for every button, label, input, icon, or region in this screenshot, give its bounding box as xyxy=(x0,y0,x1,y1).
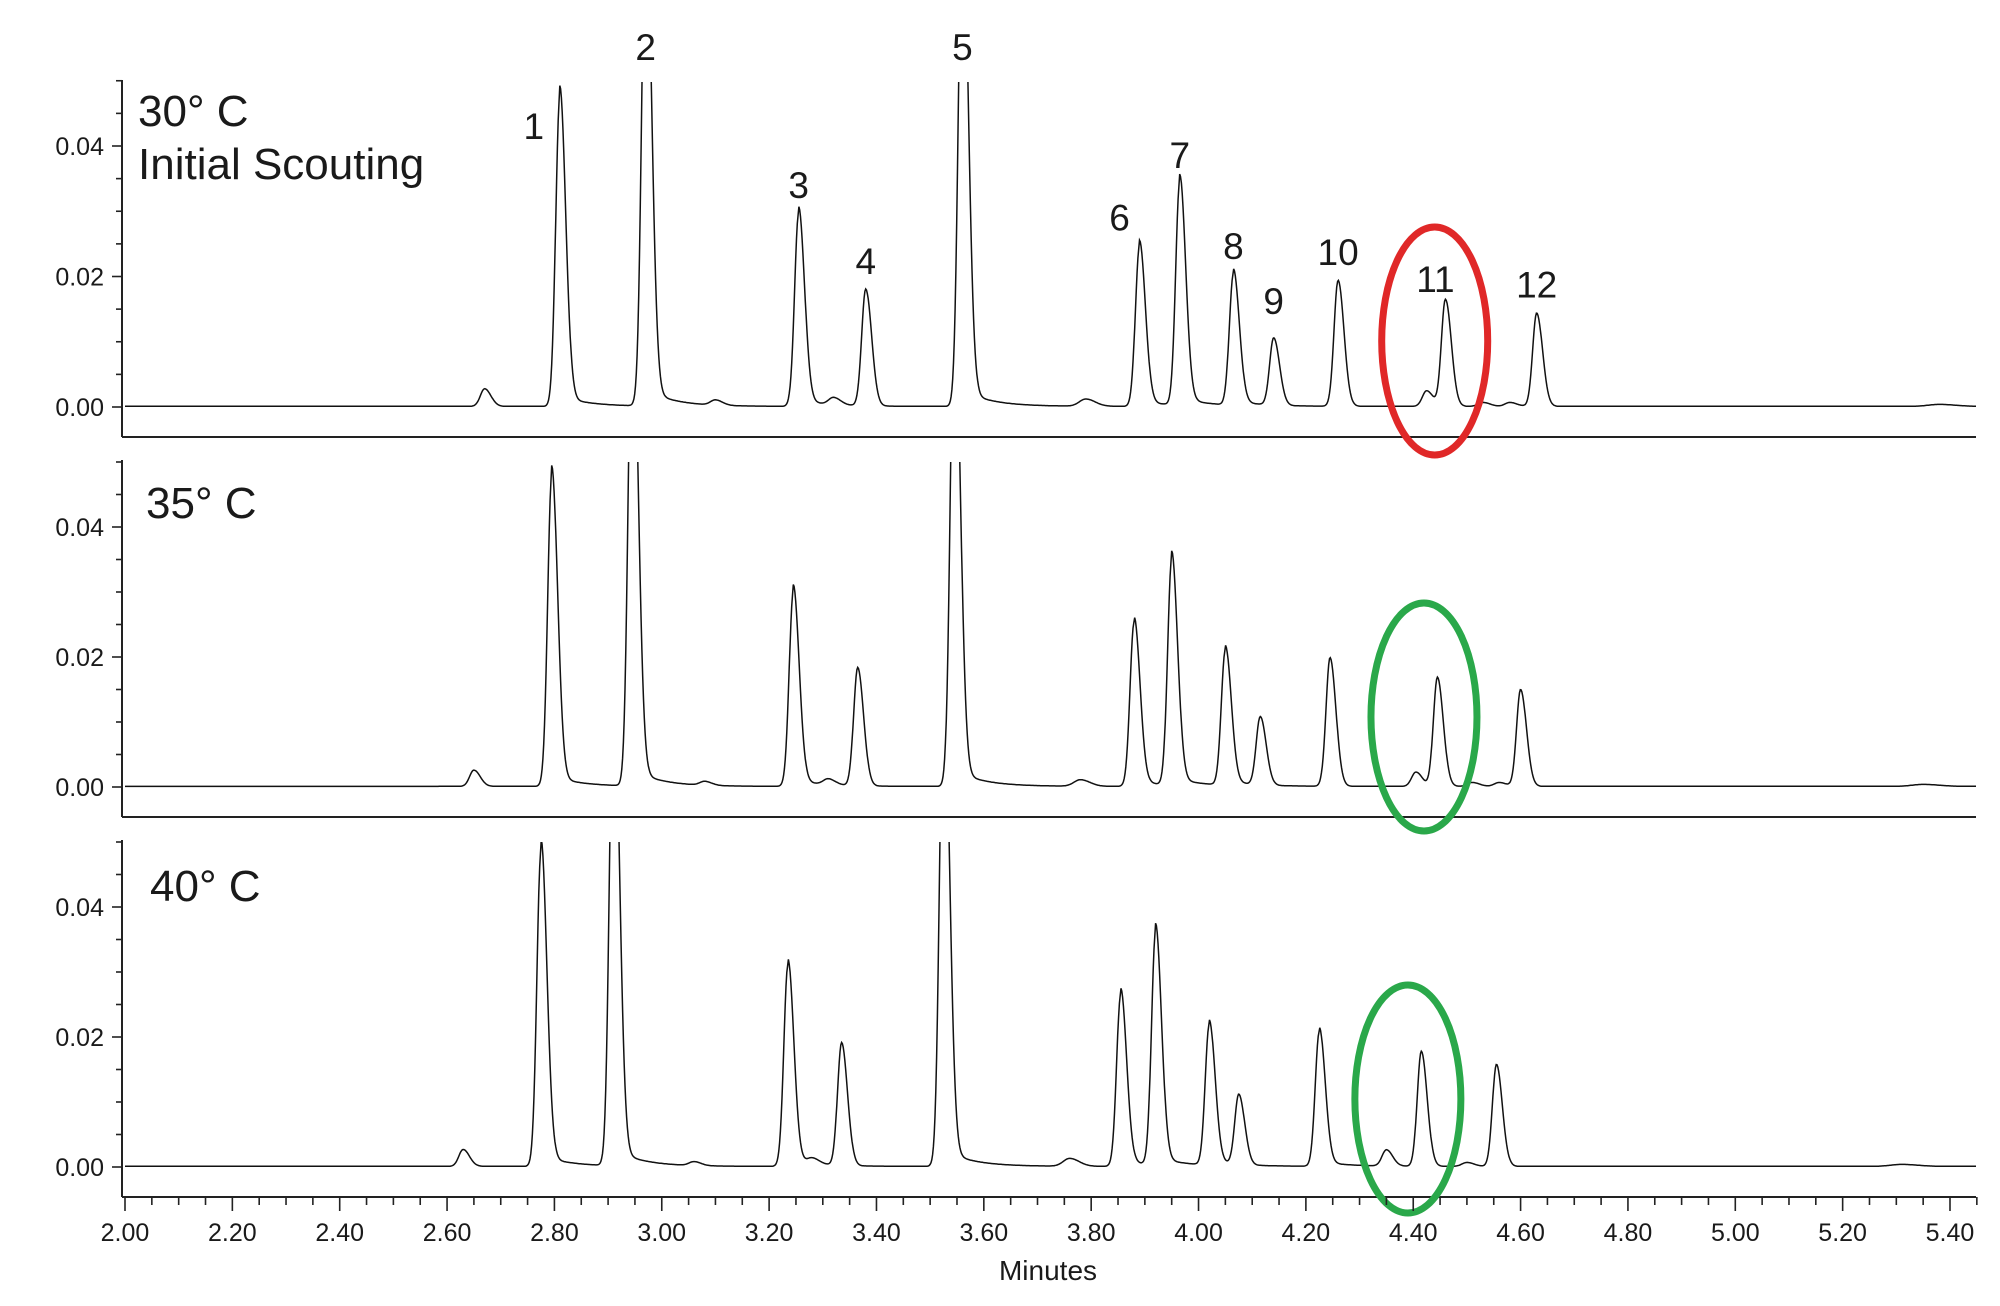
peak-label: 1 xyxy=(523,106,544,147)
chromatogram-trace xyxy=(125,82,1976,408)
x-tick-label: 3.80 xyxy=(1067,1219,1116,1247)
peak-label: 4 xyxy=(855,241,876,282)
peak-label: 3 xyxy=(788,165,809,206)
x-tick-label: 3.00 xyxy=(637,1219,686,1247)
panel-temperature-label: 35° C xyxy=(146,479,257,528)
x-tick-label: 3.20 xyxy=(745,1219,794,1247)
highlight-ellipse xyxy=(1378,223,1492,459)
x-axis-title: Minutes xyxy=(999,1255,1097,1286)
x-tick-label: 2.40 xyxy=(315,1219,364,1247)
panel-2: 0.00 0.02 0.04 35° C xyxy=(55,460,1976,835)
x-tick-label: 5.40 xyxy=(1926,1219,1975,1247)
x-tick-label: 2.20 xyxy=(208,1219,257,1247)
peak-label: 6 xyxy=(1109,197,1130,238)
y-tick-label: 0.04 xyxy=(55,514,104,542)
y-tick-label: 0.02 xyxy=(55,264,104,292)
peak-label: 7 xyxy=(1169,135,1190,176)
x-tick-label: 5.20 xyxy=(1818,1219,1867,1247)
y-tick-label: 0.00 xyxy=(55,774,104,802)
y-tick-label: 0.04 xyxy=(55,133,104,161)
y-tick-label: 0.02 xyxy=(55,1024,104,1052)
highlight-ellipse xyxy=(1351,981,1465,1217)
y-tick-label: 0.02 xyxy=(55,644,104,672)
y-tick-label: 0.00 xyxy=(55,394,104,422)
x-tick-label: 2.00 xyxy=(101,1219,150,1247)
x-tick-label: 4.40 xyxy=(1389,1219,1438,1247)
panel-temperature-label: 30° C xyxy=(138,87,249,136)
peak-label: 11 xyxy=(1416,259,1454,300)
y-tick-label: 0.04 xyxy=(55,894,104,922)
panel-temperature-label: 40° C xyxy=(150,862,261,911)
x-tick-label: 4.80 xyxy=(1604,1219,1653,1247)
x-tick-label: 3.60 xyxy=(959,1219,1008,1247)
peak-label: 12 xyxy=(1516,265,1557,306)
chromatogram-trace xyxy=(125,842,1976,1168)
peak-label: 5 xyxy=(952,27,973,68)
peak-label: 8 xyxy=(1223,226,1244,267)
y-tick-label: 0.00 xyxy=(55,1154,104,1182)
x-tick-label: 2.80 xyxy=(530,1219,579,1247)
peak-label: 2 xyxy=(635,27,656,68)
x-tick-label: 2.60 xyxy=(423,1219,472,1247)
peak-label: 9 xyxy=(1263,281,1284,322)
panel-3: 0.00 0.02 0.04 40° C xyxy=(55,840,1976,1217)
panel-subtitle-label: Initial Scouting xyxy=(138,140,424,189)
x-tick-label: 4.00 xyxy=(1174,1219,1223,1247)
x-tick-label: 5.00 xyxy=(1711,1219,1760,1247)
peak-label: 10 xyxy=(1318,232,1359,273)
chromatogram-trace xyxy=(125,462,1976,788)
x-tick-label: 4.60 xyxy=(1496,1219,1545,1247)
x-tick-label: 3.40 xyxy=(852,1219,901,1247)
x-tick-label: 4.20 xyxy=(1282,1219,1331,1247)
highlight-ellipse xyxy=(1367,599,1481,835)
